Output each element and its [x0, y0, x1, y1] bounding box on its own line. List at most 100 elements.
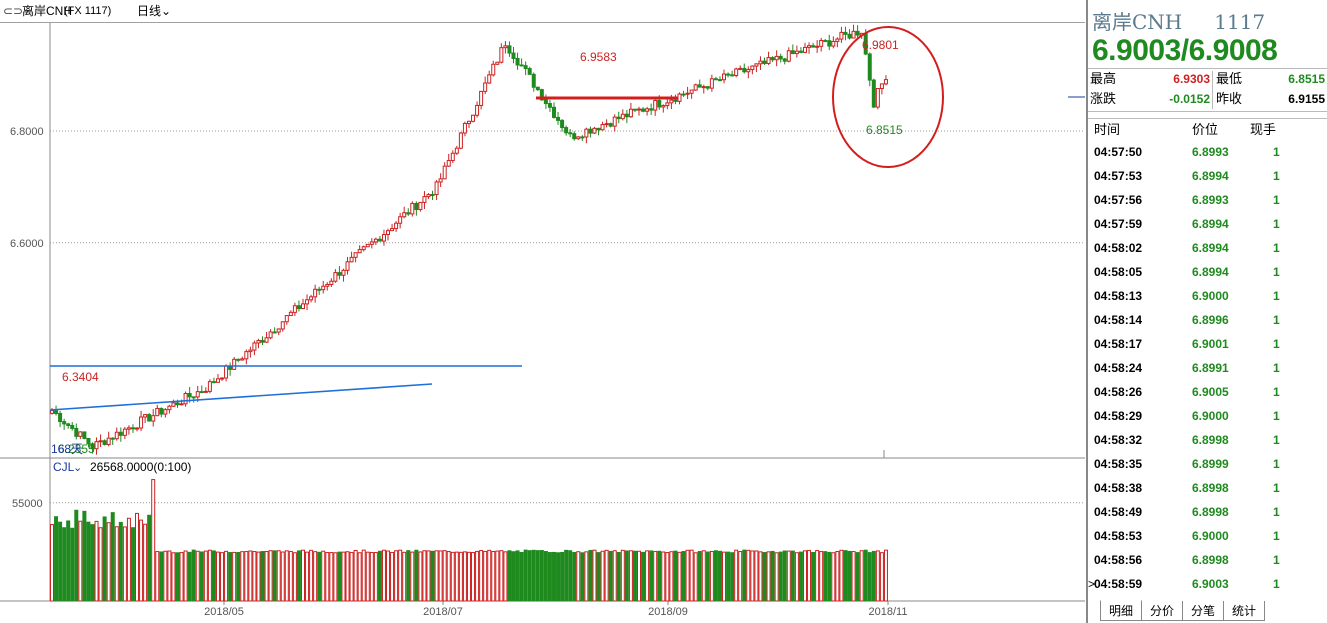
candle-body — [203, 390, 208, 393]
trade-row[interactable]: 04:58:38 6.8998 1 — [1088, 476, 1327, 500]
trade-row[interactable]: 04:57:59 6.8994 1 — [1088, 212, 1327, 236]
trend-line — [49, 383, 433, 411]
bid-price: 6.9003 — [1092, 34, 1181, 67]
trade-row[interactable]: 04:58:35 6.8999 1 — [1088, 452, 1327, 476]
candle-body — [875, 87, 880, 108]
candle-body — [187, 392, 192, 398]
candle-body — [106, 437, 111, 446]
candle-body — [313, 288, 318, 298]
volume-bar — [568, 550, 573, 602]
volume-bar — [471, 552, 476, 602]
trade-row[interactable]: 04:58:24 6.8991 1 — [1088, 356, 1327, 380]
candle-body — [86, 437, 91, 445]
period-selector[interactable]: 日线⌄ — [137, 0, 171, 22]
trade-volume: 1 — [1273, 241, 1280, 255]
candle-body — [256, 340, 261, 344]
trade-row[interactable]: 04:58:53 6.9000 1 — [1088, 524, 1327, 548]
volume-bar — [580, 552, 585, 602]
candle-body — [248, 349, 253, 353]
candle-body — [758, 60, 763, 65]
volume-bar — [232, 551, 237, 602]
tab-1[interactable]: 分价 — [1141, 601, 1184, 621]
volume-bar — [361, 549, 366, 602]
price-chart[interactable]: 6.8000 6.6000 55000 2018/05 2018/07 2018/09 20… — [0, 0, 1086, 623]
volume-bar — [171, 552, 176, 602]
volume-bar — [843, 550, 848, 602]
link-icon[interactable]: ⊂⊃ — [3, 4, 24, 18]
candle-body — [531, 73, 536, 88]
volume-bar — [438, 550, 443, 602]
trade-row[interactable]: 04:58:59 6.9003 1 > — [1088, 572, 1327, 596]
volume-bar — [592, 549, 597, 602]
volume-bar — [483, 550, 488, 602]
trade-row[interactable]: 04:58:26 6.9005 1 — [1088, 380, 1327, 404]
candle-body — [365, 243, 370, 248]
trade-row[interactable]: 04:57:56 6.8993 1 — [1088, 188, 1327, 212]
volume-bar — [547, 552, 552, 602]
volume-bar — [305, 551, 310, 602]
tab-0[interactable]: 明细 — [1100, 600, 1143, 621]
candle-body — [207, 381, 212, 392]
trade-volume: 1 — [1273, 313, 1280, 327]
volume-bar — [74, 509, 79, 602]
tab-3[interactable]: 统计 — [1223, 601, 1266, 621]
trade-time: 04:58:38 — [1094, 481, 1143, 495]
candle-body — [815, 45, 820, 48]
volume-bar — [689, 549, 694, 602]
trade-volume: 1 — [1273, 289, 1280, 303]
volume-bar — [758, 551, 763, 602]
trade-row[interactable]: 04:58:29 6.9000 1 — [1088, 404, 1327, 428]
candle-body — [774, 55, 779, 61]
trade-row[interactable]: 04:58:56 6.8998 1 — [1088, 548, 1327, 572]
candle-body — [807, 45, 812, 48]
candle-body — [535, 86, 540, 91]
trade-row[interactable]: 04:58:32 6.8998 1 — [1088, 428, 1327, 452]
candle-body — [519, 64, 524, 67]
volume-bar — [147, 514, 152, 602]
candle-body — [260, 340, 265, 343]
candle-body — [734, 68, 739, 77]
trade-row[interactable]: 04:57:50 6.8993 1 — [1088, 140, 1327, 164]
candle-body — [195, 391, 200, 398]
volume-bar — [345, 551, 350, 602]
volume-bar — [628, 550, 633, 602]
trade-time: 04:58:05 — [1094, 265, 1143, 279]
trade-row[interactable]: 04:58:14 6.8996 1 — [1088, 308, 1327, 332]
candle-body — [819, 39, 824, 47]
volume-bar — [495, 550, 500, 602]
trade-row[interactable]: 04:58:05 6.8994 1 — [1088, 260, 1327, 284]
candle-body — [843, 31, 848, 35]
trade-volume: 1 — [1273, 217, 1280, 231]
volume-bar — [705, 551, 710, 602]
tab-2[interactable]: 分笔 — [1182, 601, 1225, 621]
candle-body — [341, 269, 346, 276]
trade-volume: 1 — [1273, 553, 1280, 567]
candle-body — [499, 47, 504, 63]
trade-volume: 1 — [1273, 385, 1280, 399]
candle-body — [632, 108, 637, 111]
candle-body — [600, 124, 605, 131]
candle-body — [454, 147, 459, 154]
candle-body — [284, 315, 289, 323]
high-label: 最高 — [1090, 71, 1117, 86]
candle-body — [596, 127, 601, 131]
trade-row[interactable]: 04:58:02 6.8994 1 — [1088, 236, 1327, 260]
quote-title: 离岸CNH 1117 — [1092, 6, 1265, 35]
trade-price: 6.8994 — [1192, 241, 1229, 255]
volume-bar — [831, 552, 836, 602]
candle-body — [645, 108, 650, 112]
volume-bar — [616, 552, 621, 602]
trade-row[interactable]: 04:57:53 6.8994 1 — [1088, 164, 1327, 188]
volume-bar — [333, 552, 338, 602]
candle-body — [333, 272, 338, 282]
trade-row[interactable]: 04:58:13 6.9000 1 — [1088, 284, 1327, 308]
candle-body — [483, 82, 488, 92]
candle-body — [624, 113, 629, 118]
trade-row[interactable]: 04:58:17 6.9001 1 — [1088, 332, 1327, 356]
trade-price: 6.8994 — [1192, 169, 1229, 183]
candle-body — [337, 272, 342, 276]
candle-body — [288, 311, 293, 317]
volume-bar — [341, 551, 346, 602]
trade-row[interactable]: 04:58:49 6.8998 1 — [1088, 500, 1327, 524]
volume-bar — [815, 550, 820, 602]
